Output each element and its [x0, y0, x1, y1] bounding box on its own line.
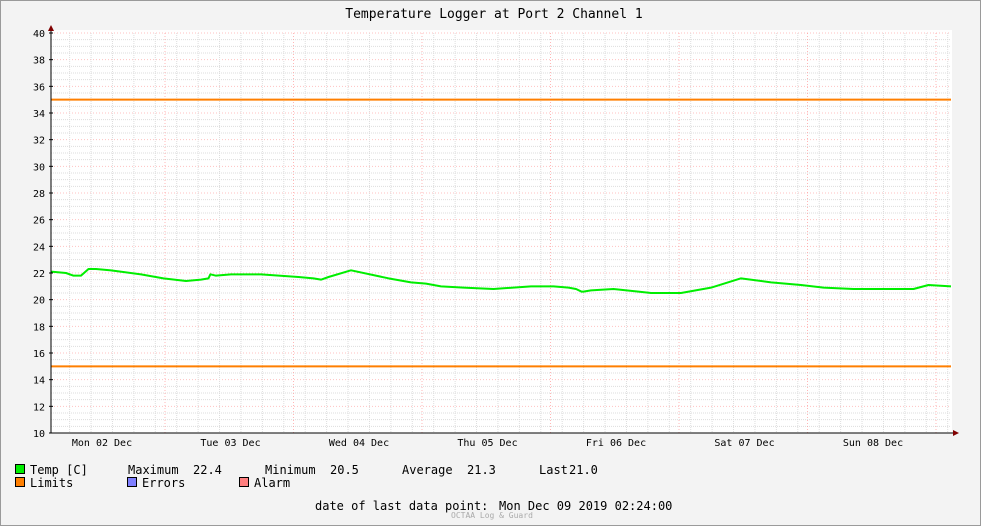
axes	[48, 25, 959, 436]
y-tick-label: 22	[33, 269, 45, 280]
y-tick-label: 18	[33, 322, 45, 333]
grid	[51, 32, 951, 434]
minimum-value: 20.5	[330, 463, 359, 477]
x-tick-label: Fri 06 Dec	[586, 438, 646, 449]
minimum-label: Minimum	[265, 463, 316, 477]
temp-series-line	[50, 268, 952, 294]
x-tick-label: Tue 03 Dec	[200, 438, 260, 449]
limits-legend-swatch	[15, 477, 25, 487]
y-tick-label: 40	[33, 29, 45, 40]
y-tick-label: 30	[33, 162, 45, 173]
y-tick-label: 14	[33, 376, 45, 387]
x-axis-labels: Mon 02 Dec Tue 03 Dec Wed 04 Dec Thu 05 Dec…	[72, 438, 903, 449]
alarm-legend-label: Alarm	[254, 476, 291, 490]
last-data-point-value: Mon Dec 09 2019 02:24:00	[499, 499, 673, 513]
y-tick-label: 10	[33, 429, 45, 440]
maximum-value: 22.4	[193, 463, 222, 477]
y-tick-label: 24	[33, 242, 45, 253]
y-tick-label: 12	[33, 402, 45, 413]
y-axis-arrow	[48, 25, 54, 31]
errors-legend-swatch	[127, 477, 137, 487]
alarm-legend-swatch	[239, 477, 249, 487]
x-tick-label: Sat 07 Dec	[714, 438, 774, 449]
y-tick-label: 36	[33, 82, 45, 93]
average-label: Average	[402, 463, 453, 477]
y-tick-label: 20	[33, 296, 45, 307]
y-tick-label: 16	[33, 349, 45, 360]
series-layer	[50, 268, 952, 294]
last-value: 21.0	[569, 463, 598, 477]
y-tick-label: 38	[33, 56, 45, 67]
footer-credit: OCTAA Log & Guard	[451, 511, 533, 520]
y-tick-label: 32	[33, 136, 45, 147]
x-tick-label: Sun 08 Dec	[843, 438, 903, 449]
last-data-point-label: date of last data point:	[315, 499, 489, 513]
x-tick-label: Wed 04 Dec	[329, 438, 389, 449]
last-label: Last	[539, 463, 568, 477]
y-tick-label: 28	[33, 189, 45, 200]
y-tick-label: 34	[33, 109, 45, 120]
y-axis-ticks: 10 12 14 16 18 20 22 24 26 28 30 32 34 36 38 40	[33, 29, 45, 440]
limits-legend-label: Limits	[30, 476, 74, 490]
chart-title: Temperature Logger at Port 2 Channel 1	[345, 7, 642, 22]
limit-lines	[51, 98, 951, 368]
y-tick-label: 26	[33, 216, 45, 227]
x-tick-label: Mon 02 Dec	[72, 438, 132, 449]
average-value: 21.3	[467, 463, 496, 477]
x-tick-label: Thu 05 Dec	[457, 438, 517, 449]
errors-legend-label: Errors	[142, 476, 186, 490]
maximum-label: Maximum	[128, 463, 179, 477]
temp-legend-swatch	[15, 464, 25, 474]
x-axis-arrow	[953, 430, 959, 436]
temp-legend-label: Temp [C]	[30, 463, 88, 477]
